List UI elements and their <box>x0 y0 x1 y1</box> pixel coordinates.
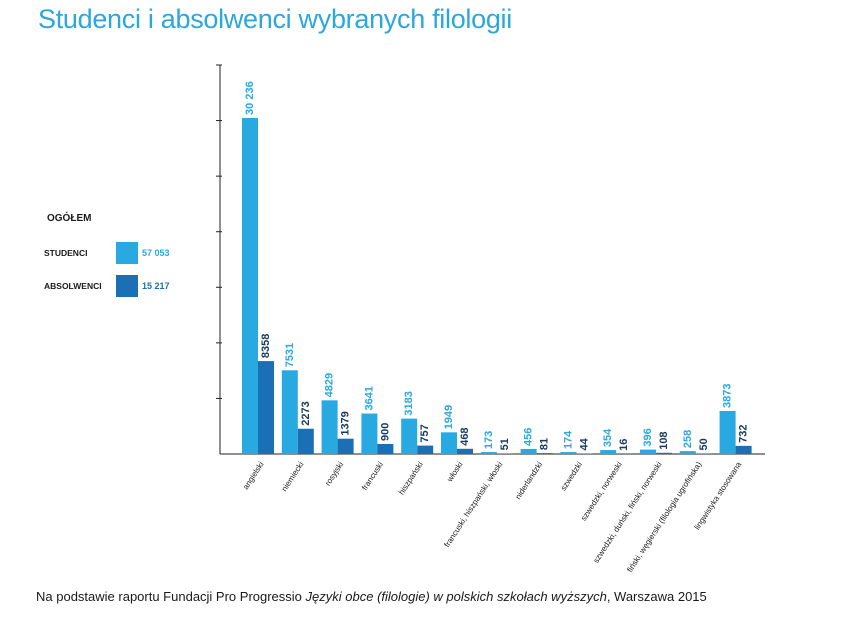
category-label: szwedzki, duński, fiński, norweski <box>591 460 663 565</box>
legend-swatch-studenci <box>116 242 138 264</box>
source-note: Na podstawie raportu Fundacji Pro Progre… <box>36 589 707 604</box>
data-label: 108 <box>658 431 670 449</box>
legend-item-studenci: STUDENCI 57 053 <box>42 242 212 264</box>
data-label: 174 <box>562 430 574 449</box>
data-label: 2273 <box>300 401 312 425</box>
data-label: 3641 <box>363 386 375 410</box>
bar-absolwenci <box>536 453 553 454</box>
bar-absolwenci <box>337 438 354 454</box>
bar-studenci <box>281 370 298 454</box>
bar-absolwenci <box>735 445 752 454</box>
bar-absolwenci <box>496 453 513 454</box>
category-label: lingwistyka stosowana <box>693 460 744 532</box>
bar-studenci <box>401 418 418 454</box>
bar-absolwenci <box>377 443 394 454</box>
data-label: 354 <box>602 428 614 447</box>
bar-absolwenci <box>656 452 672 454</box>
source-suffix: , Warszawa 2015 <box>606 589 707 604</box>
bar-studenci <box>321 400 338 454</box>
data-label: 50 <box>698 438 710 450</box>
data-label: 51 <box>499 438 511 450</box>
data-label: 7531 <box>284 343 296 367</box>
bar-absolwenci <box>258 361 274 454</box>
category-label: fiński, węgierski (filologia ugrofińska) <box>625 460 703 574</box>
category-label: włoski <box>445 460 465 484</box>
legend-label-studenci: STUDENCI <box>44 248 88 258</box>
category-label: szwedzki, norweski <box>579 460 624 523</box>
legend-label-absolwenci: ABSOLWENCI <box>44 281 102 291</box>
data-label: 3183 <box>403 391 415 415</box>
legend: OGÓŁEM STUDENCI 57 053 ABSOLWENCI 15 217 <box>42 213 212 308</box>
data-label: 44 <box>578 437 590 450</box>
category-label: francuski <box>360 460 385 492</box>
bar-studenci <box>600 450 617 454</box>
data-label: 81 <box>539 438 551 450</box>
category-label: angielski <box>241 460 266 491</box>
legend-value-absolwenci: 15 217 <box>142 281 170 291</box>
data-label: 4829 <box>324 373 336 397</box>
data-label: 732 <box>738 425 750 443</box>
legend-value-studenci: 57 053 <box>142 248 170 258</box>
data-label: 1949 <box>443 405 455 429</box>
data-label: 456 <box>523 428 535 446</box>
legend-swatch-absolwenci <box>116 275 138 297</box>
data-label: 468 <box>459 427 471 445</box>
data-label: 3873 <box>722 383 734 407</box>
bar-absolwenci <box>417 445 434 454</box>
data-label: 8358 <box>260 334 272 358</box>
category-label: niderlandzki <box>513 460 544 501</box>
data-label: 16 <box>618 439 630 451</box>
source-prefix: Na podstawie raportu Fundacji Pro Progre… <box>36 589 306 604</box>
bar-studenci <box>520 448 537 454</box>
bar-absolwenci <box>695 453 712 454</box>
bar-studenci <box>242 117 258 454</box>
bar-studenci <box>679 451 696 454</box>
category-label: szwedzki <box>559 460 584 492</box>
bar-studenci <box>560 452 577 454</box>
source-report-title: Języki obce (filologie) w polskich szkoł… <box>305 589 607 604</box>
bar-studenci <box>361 413 378 454</box>
data-label: 1379 <box>340 411 352 435</box>
bar-absolwenci <box>297 428 314 454</box>
legend-item-absolwenci: ABSOLWENCI 15 217 <box>42 275 212 297</box>
bar-studenci <box>441 432 457 454</box>
chart-title: Studenci i absolwenci wybranych filologi… <box>38 4 512 34</box>
bar-studenci <box>640 449 656 454</box>
data-label: 900 <box>379 423 391 441</box>
bar-studenci <box>480 452 497 454</box>
data-label: 258 <box>682 430 694 448</box>
data-label: 173 <box>483 431 495 449</box>
category-label: rosyjski <box>323 460 345 487</box>
category-label: hiszpański <box>397 460 425 496</box>
data-label: 757 <box>419 424 431 442</box>
data-label: 396 <box>642 428 654 446</box>
bar-studenci <box>719 410 736 454</box>
category-label: niemiecki <box>280 460 306 493</box>
data-label: 30 236 <box>244 81 256 115</box>
bar-absolwenci <box>457 448 473 454</box>
legend-title: OGÓŁEM <box>47 213 92 224</box>
